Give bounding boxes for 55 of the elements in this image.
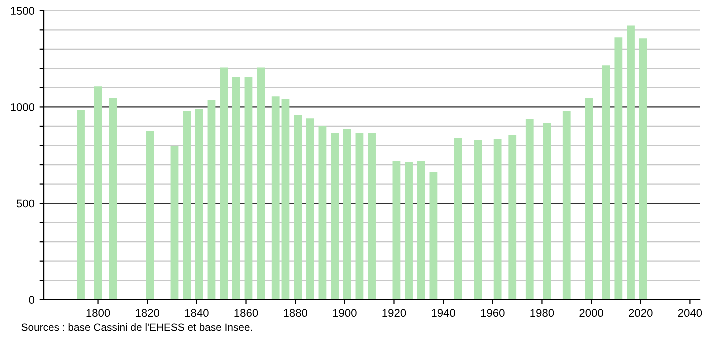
bar — [257, 68, 265, 300]
bar — [294, 116, 302, 300]
x-tick-label: 1980 — [530, 309, 554, 318]
x-tick-label: 1840 — [185, 309, 209, 318]
bar — [244, 78, 253, 300]
bar — [430, 172, 438, 300]
bar — [508, 135, 517, 300]
y-tick-label: 1500 — [11, 7, 35, 16]
bar — [146, 131, 154, 300]
bar — [77, 110, 85, 300]
x-tick-label: 2040 — [678, 309, 702, 318]
bar — [331, 133, 339, 300]
bar — [602, 66, 610, 300]
x-tick-label: 1920 — [382, 309, 406, 318]
x-tick-label: 2020 — [629, 309, 653, 318]
bar — [356, 133, 364, 300]
x-tick-label: 1880 — [284, 309, 308, 318]
bar — [543, 123, 552, 300]
y-tick-label: 1000 — [11, 103, 35, 112]
bar — [562, 111, 571, 300]
bar — [454, 138, 462, 300]
bar — [585, 98, 594, 300]
bar — [220, 68, 228, 300]
bar — [94, 86, 102, 300]
x-tick-label: 1800 — [86, 309, 110, 318]
x-tick-label: 1860 — [234, 309, 258, 318]
bar — [232, 78, 240, 300]
y-tick-label: 0 — [29, 296, 35, 304]
bar — [306, 118, 314, 300]
bar — [614, 38, 623, 300]
bar — [282, 100, 290, 300]
y-tick-label: 500 — [16, 200, 35, 208]
bar — [109, 98, 118, 300]
bar — [170, 146, 179, 300]
bar — [494, 139, 502, 300]
x-tick-label: 2000 — [580, 309, 604, 318]
source-note: Sources : base Cassini de l'EHESS et base Insee. — [22, 323, 252, 332]
bar — [368, 133, 376, 300]
bar — [208, 100, 216, 300]
bar — [318, 126, 327, 300]
bar — [526, 120, 534, 300]
bar — [639, 38, 648, 300]
bar — [183, 111, 192, 300]
bar — [417, 161, 426, 300]
x-tick-label: 1940 — [432, 309, 456, 318]
x-tick-label: 1900 — [333, 309, 357, 318]
bar — [405, 162, 413, 300]
bar — [195, 110, 204, 300]
x-tick-label: 1960 — [481, 309, 505, 318]
bar — [474, 140, 482, 300]
x-tick-label: 1820 — [136, 309, 160, 318]
bar — [627, 26, 635, 300]
bar — [343, 129, 352, 300]
bar — [392, 161, 401, 300]
bar — [272, 96, 280, 300]
